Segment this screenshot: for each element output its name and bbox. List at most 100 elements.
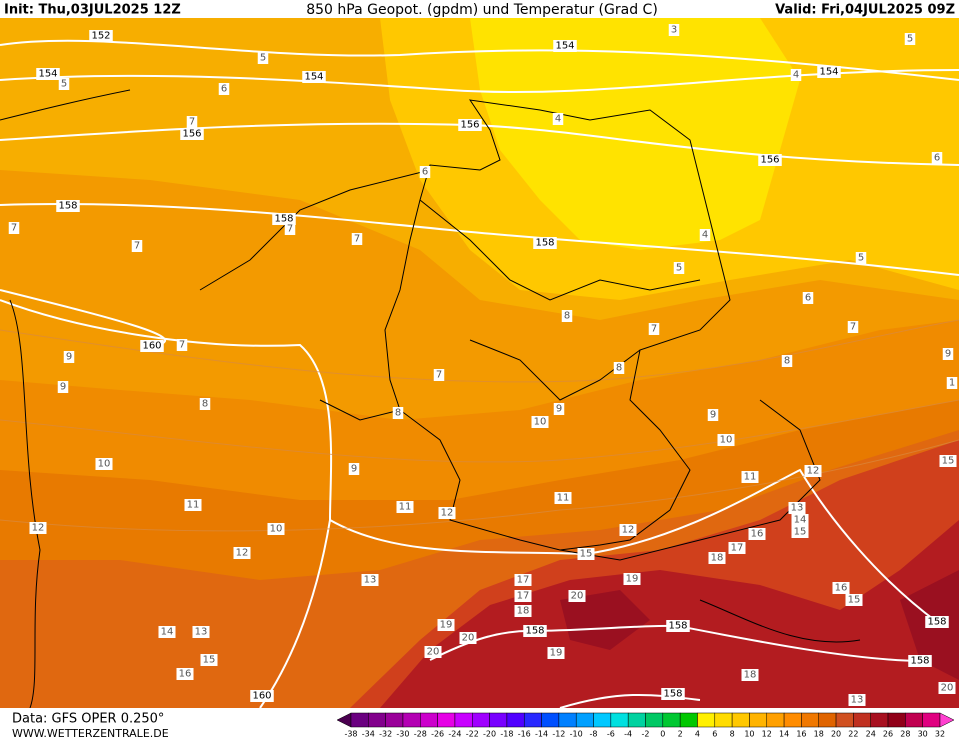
temperature-label: 12	[32, 523, 45, 534]
temperature-label: 8	[564, 311, 570, 322]
region-border	[199, 169, 821, 561]
temperature-label: 20	[571, 591, 584, 602]
temperature-label-box	[57, 381, 69, 393]
temperature-label: 7	[287, 224, 293, 235]
legend-swatch	[385, 712, 404, 728]
temperature-label-box	[938, 682, 956, 694]
legend-tick-label: 30	[918, 730, 928, 739]
temperature-label: 13	[364, 575, 377, 586]
temperature-label-box	[845, 594, 863, 606]
legend-tick-label: 4	[695, 730, 700, 739]
temperature-label: 12	[807, 466, 820, 477]
legend-tick-label: 10	[744, 730, 754, 739]
legend-tick-label: -22	[466, 730, 479, 739]
temperature-label-box	[131, 240, 143, 252]
temperature-label-box	[781, 355, 793, 367]
isohypse-line	[0, 299, 333, 709]
country-border	[384, 99, 731, 551]
legend-tick-label: -20	[483, 730, 496, 739]
temperature-label-box	[623, 573, 641, 585]
temperature-label: 7	[850, 322, 856, 333]
temperature-label: 18	[711, 553, 724, 564]
temperature-label-box	[717, 434, 735, 446]
temperature-label: 20	[427, 647, 440, 658]
isohypse-label-box	[666, 620, 690, 632]
isohypse-label: 154	[819, 67, 838, 78]
temperature-label-box	[673, 262, 685, 274]
legend-swatch	[541, 712, 560, 728]
legend-tick-label: -34	[362, 730, 375, 739]
field-dark-red	[380, 520, 959, 708]
temperature-label: 16	[751, 529, 764, 540]
legend-swatch	[402, 712, 421, 728]
isohypse-label-box	[302, 71, 326, 83]
temperature-label-box	[668, 24, 680, 36]
temperature-label: 7	[354, 234, 360, 245]
temperature-label-box	[561, 310, 573, 322]
temperature-label-box	[514, 574, 532, 586]
temperature-label-box	[788, 502, 806, 514]
temperature-label-box	[158, 626, 176, 638]
temperature-label: 8	[395, 408, 401, 419]
temperature-label: 11	[187, 500, 200, 511]
temperature-label: 14	[794, 515, 807, 526]
isohypse-label: 158	[525, 626, 544, 637]
legend-tick-label: 26	[883, 730, 893, 739]
temperature-label: 6	[934, 153, 940, 164]
temperature-label-box	[396, 501, 414, 513]
temperature-label-box	[459, 632, 477, 644]
temperature-label-box	[437, 619, 455, 631]
temperature-label: 10	[98, 459, 111, 470]
isohypse-label-box	[250, 690, 274, 702]
temperature-label-box	[200, 654, 218, 666]
temperature-label: 1	[949, 378, 955, 389]
temperature-label-box	[514, 605, 532, 617]
temperature-label: 10	[534, 417, 547, 428]
temperature-label: 15	[580, 549, 593, 560]
isohypse-label-box	[908, 655, 932, 667]
temperature-label: 9	[351, 464, 357, 475]
temperature-label: 17	[517, 591, 530, 602]
temperature-label-box	[348, 463, 360, 475]
temperature-label-box	[791, 526, 809, 538]
legend-swatch	[853, 712, 871, 728]
legend-swatch	[714, 712, 733, 728]
legend-tick-label: -26	[431, 730, 444, 739]
temperature-label: 19	[550, 648, 563, 659]
temperature-label-box	[186, 116, 198, 128]
temperature-label-box	[946, 377, 958, 389]
temperature-label: 12	[622, 525, 635, 536]
site-name: WWW.WETTERZENTRALE.DE	[12, 727, 169, 740]
temperature-label: 11	[399, 502, 412, 513]
isohypse-line	[0, 69, 959, 94]
temperature-label: 20	[941, 683, 954, 694]
isotherm-line	[0, 439, 959, 532]
temperature-label-box	[619, 524, 637, 536]
temperature-label: 20	[462, 633, 475, 644]
isohypse-label: 158	[663, 689, 682, 700]
temperature-label-box	[199, 398, 211, 410]
temperature-label-box	[741, 471, 759, 483]
legend-tick-label: -28	[414, 730, 427, 739]
temperature-label-box	[361, 574, 379, 586]
temperature-label: 12	[441, 508, 454, 519]
temperature-label: 5	[260, 53, 266, 64]
isohypse-line	[0, 39, 959, 81]
temperature-label: 16	[835, 583, 848, 594]
temperature-label-box	[392, 407, 404, 419]
temperature-label: 5	[907, 34, 913, 45]
temperature-label-box	[741, 669, 759, 681]
temperature-label: 7	[134, 241, 140, 252]
temperature-label: 5	[61, 79, 67, 90]
temperature-label: 19	[626, 574, 639, 585]
temperature-label-box	[904, 33, 916, 45]
temperature-label-box	[728, 542, 746, 554]
map-title: 850 hPa Geopot. (gpdm) und Temperatur (G…	[306, 2, 658, 18]
legend-swatch	[558, 712, 577, 728]
isohypse-label: 156	[460, 120, 479, 131]
legend-tick-label: -6	[607, 730, 615, 739]
temperature-label: 4	[793, 70, 799, 81]
temperature-label-box	[939, 455, 957, 467]
temperature-label: 11	[557, 493, 570, 504]
